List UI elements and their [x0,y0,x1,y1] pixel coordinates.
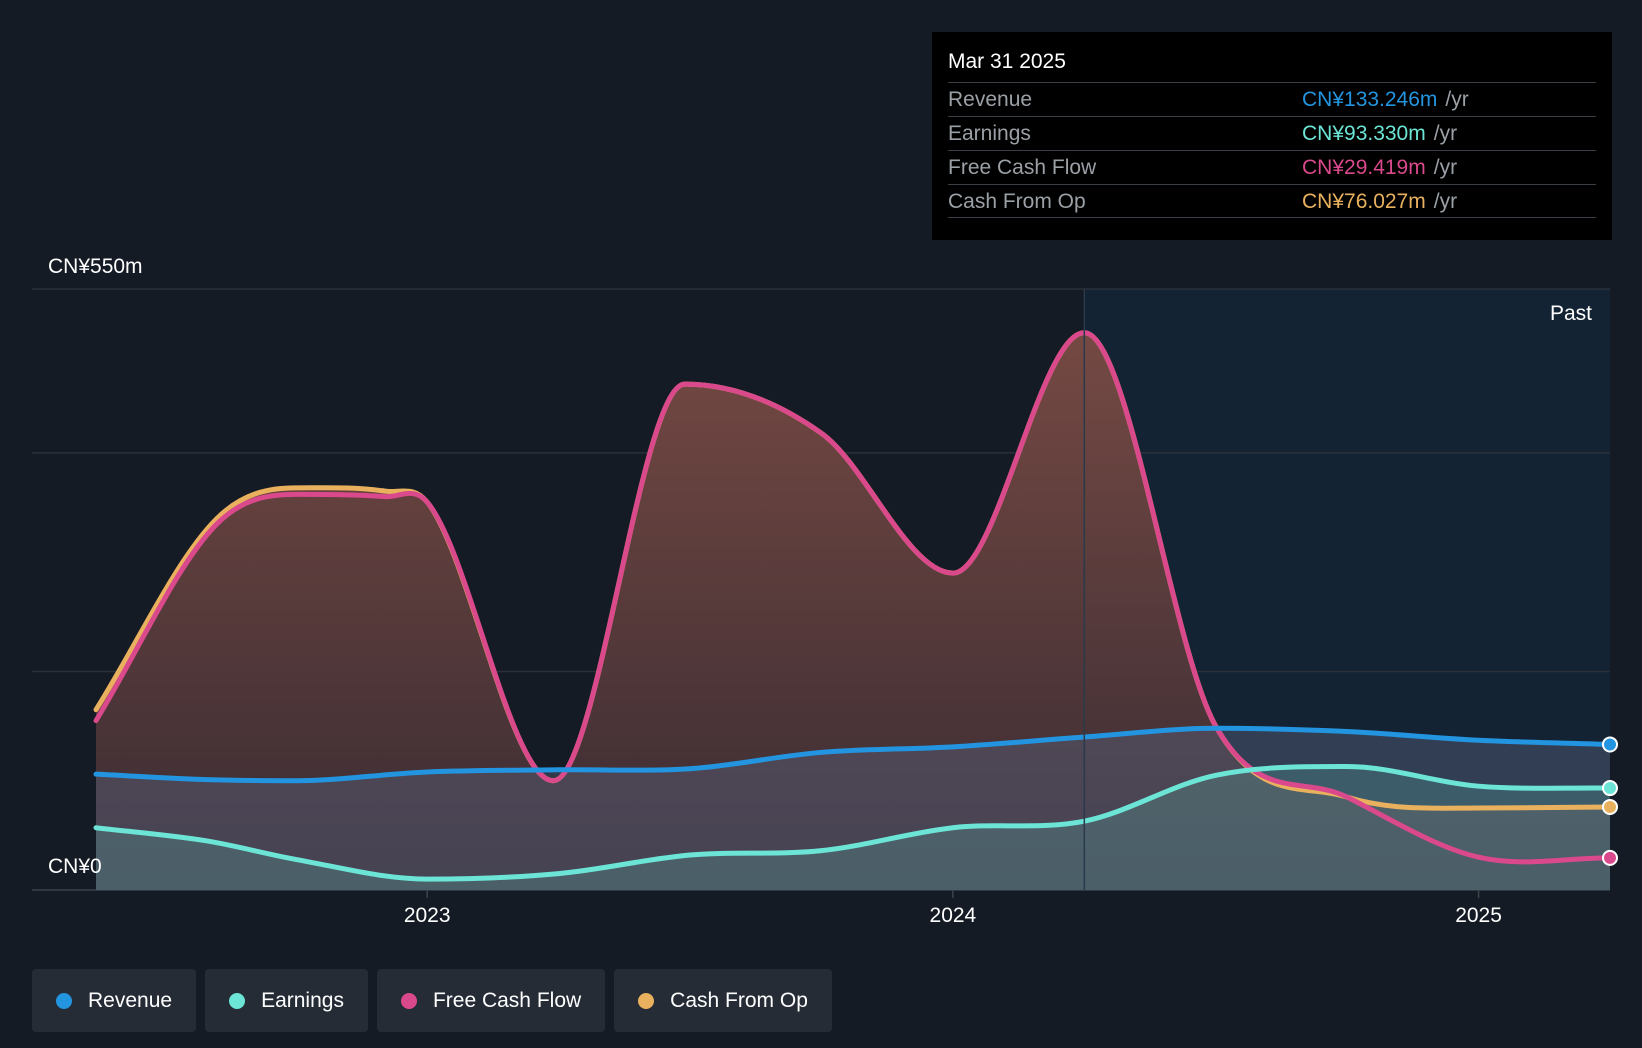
legend-label: Revenue [88,988,173,1012]
x-tick-label: 2024 [930,904,977,927]
tooltip-value: CN¥133.246m [1302,88,1438,111]
area-revenue [96,728,1610,890]
tooltip-value: CN¥93.330m [1302,122,1426,145]
tooltip-value: CN¥76.027m [1302,190,1426,213]
y-axis-max-label: CN¥550m [48,255,143,278]
tooltip-row-cash-from-op: Cash From Op CN¥76.027m /yr [948,184,1596,218]
legend-item-free-cash-flow[interactable]: Free Cash Flow [376,969,606,1032]
legend-label: Earnings [261,988,344,1012]
legend-item-earnings[interactable]: Earnings [205,969,368,1032]
legend-label: Free Cash Flow [432,988,582,1012]
line-earnings [93,764,1613,882]
end-dot-revenue [1602,736,1618,753]
x-tick-label: 2023 [404,904,451,927]
legend-dot-icon [400,992,417,1009]
legend-item-revenue[interactable]: Revenue [32,969,197,1032]
x-tick-label: 2025 [1455,904,1502,927]
legend-dot-icon [229,992,246,1009]
tooltip-label: Free Cash Flow [948,156,1097,179]
past-label: Past [1550,302,1592,325]
legend-label: Cash From Op [670,988,808,1012]
end-dot-cash-from-op [1602,798,1618,815]
tooltip: Mar 31 2025 Revenue CN¥133.246m /yr Earn… [932,32,1612,240]
tooltip-unit: /yr [1445,88,1469,111]
tooltip-unit: /yr [1433,156,1458,179]
tooltip-label: Cash From Op [948,190,1086,213]
end-dot-earnings [1602,780,1618,797]
area-earnings [96,766,1610,890]
tooltip-label: Revenue [948,88,1033,111]
tooltip-value: CN¥29.419m [1302,156,1426,179]
y-axis-min-label: CN¥0 [48,855,102,878]
tooltip-date: Mar 31 2025 [948,50,1066,73]
legend: Revenue Earnings Free Cash Flow Cash Fro… [32,969,832,1032]
tooltip-row-free-cash-flow: Free Cash Flow CN¥29.419m /yr [948,150,1596,184]
tooltip-label: Earnings [948,122,1031,145]
legend-item-cash-from-op[interactable]: Cash From Op [614,969,832,1032]
line-free-cash-flow [93,330,1613,865]
tooltip-row-earnings: Earnings CN¥93.330m /yr [948,116,1596,150]
end-dot-free-cash-flow [1602,849,1618,866]
tooltip-unit: /yr [1433,122,1458,145]
legend-dot-icon [638,992,655,1009]
tooltip-row-revenue: Revenue CN¥133.246m /yr [948,82,1596,116]
legend-dot-icon [56,992,72,1009]
line-revenue [93,725,1613,784]
tooltip-unit: /yr [1433,190,1458,213]
